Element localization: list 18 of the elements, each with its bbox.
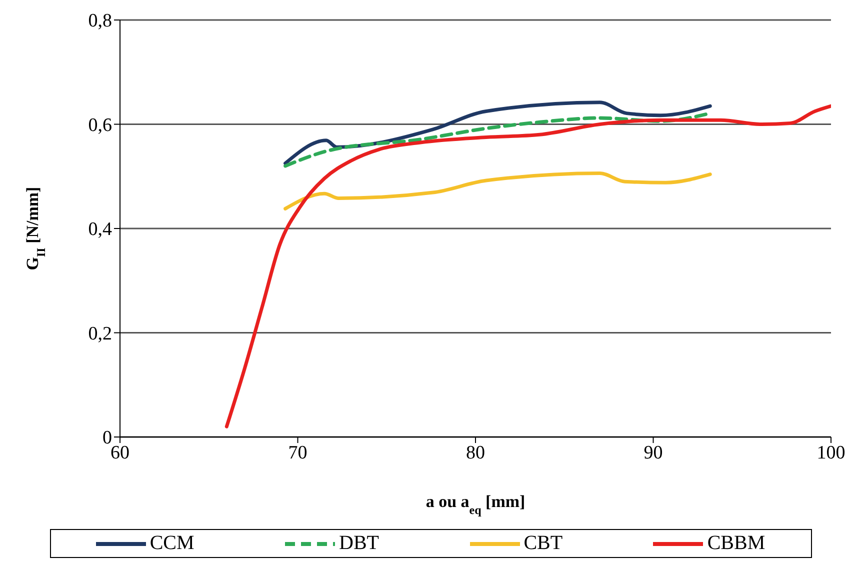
x-tick-label: 60 (110, 442, 130, 464)
y-tick-label: 0 (102, 428, 112, 449)
x-tick-label: 90 (644, 442, 663, 464)
legend-label: CCM (148, 532, 194, 555)
y-tick-label: 0,2 (88, 323, 112, 344)
x-tick-label: 80 (466, 442, 485, 464)
y-tick-label: 0,6 (88, 114, 112, 136)
x-axis-title: a ou a$_{eq}$ [mm] (426, 492, 526, 517)
legend-label: DBT (338, 532, 380, 555)
legend-label: CBBM (706, 532, 766, 555)
line-series (284, 100, 712, 166)
legend-label: CBT (522, 532, 563, 555)
x-tick-label: 70 (288, 442, 308, 464)
y-tick-label: 0,8 (88, 10, 112, 32)
y-tick-label: 0,4 (88, 219, 112, 240)
line-series (224, 104, 831, 428)
line-series (284, 172, 712, 210)
x-tick-label: 100 (816, 442, 846, 464)
